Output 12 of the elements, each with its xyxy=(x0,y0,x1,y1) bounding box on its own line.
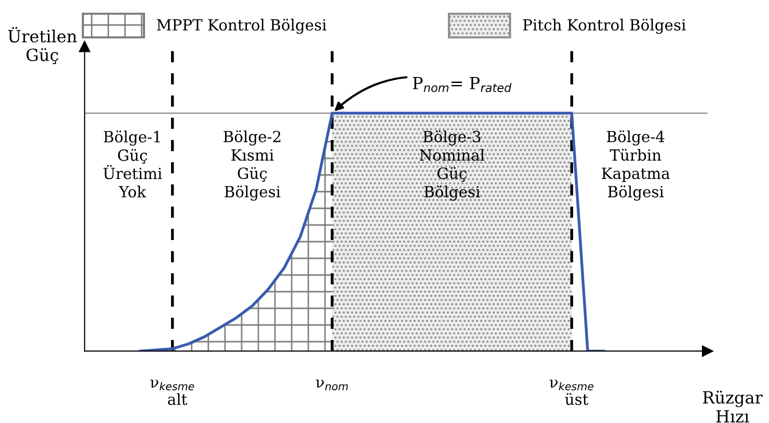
annotation: Bölge-4 Türbin Kapatma Bölgesi xyxy=(602,130,670,201)
x-tick-label: ν$_{nom}$ xyxy=(316,380,348,390)
x-tick-label: ν$_{kesme}$ üst xyxy=(550,380,594,406)
x-axis-title: Rüzgar Hızı xyxy=(702,390,763,422)
y-axis-title: Üretilen Güç xyxy=(8,26,77,64)
legend-label: Pitch Kontrol Bölgesi xyxy=(523,18,686,34)
annotation: Bölge-1 Güç Üretimi Yok xyxy=(103,130,162,198)
legend-label: MPPT Kontrol Bölgesi xyxy=(156,18,326,34)
annotation: Bölge-2 Kısmi Güç Bölgesi xyxy=(224,130,280,201)
annotation: P$_{nom}$= P$_{rated}$ xyxy=(412,77,512,92)
x-tick-label: ν$_{kesme}$ alt xyxy=(150,380,194,406)
annotation: Bölge-3 Nominal Güç Bölgesi xyxy=(420,130,484,201)
